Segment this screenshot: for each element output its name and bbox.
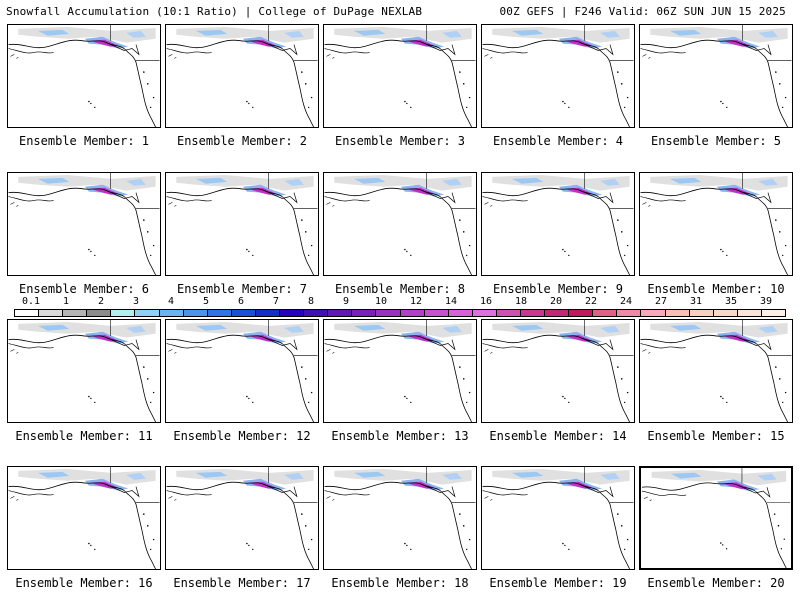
ensemble-map-panel[interactable] — [323, 24, 477, 128]
colorbar-tick-label: 9 — [342, 296, 350, 307]
colorbar-tick-label: 39 — [759, 296, 773, 307]
colorbar-tick-label: 35 — [724, 296, 738, 307]
colorbar-tick-label: 2 — [97, 296, 105, 307]
ensemble-map-panel[interactable] — [165, 319, 319, 423]
colorbar-tick-label: 27 — [654, 296, 668, 307]
ensemble-member-label: Ensemble Member: 4 — [492, 134, 624, 148]
ensemble-member-label: Ensemble Member: 8 — [334, 282, 466, 296]
ensemble-map-panel[interactable] — [7, 466, 161, 570]
colorbar-tick-label: 3 — [132, 296, 140, 307]
colorbar-swatch — [520, 310, 546, 316]
ensemble-map-panel[interactable] — [7, 319, 161, 423]
colorbar-swatch — [328, 310, 353, 316]
colorbar-tick-label: 14 — [444, 296, 458, 307]
ensemble-map-panel[interactable] — [165, 466, 319, 570]
colorbar-swatch — [352, 310, 377, 316]
ensemble-member-label: Ensemble Member: 18 — [331, 576, 469, 590]
colorbar-tick-label: 0.1 — [21, 296, 41, 307]
ensemble-member-label: Ensemble Member: 13 — [331, 429, 469, 443]
colorbar-swatch — [63, 310, 88, 316]
colorbar-tick-label: 22 — [584, 296, 598, 307]
ensemble-member-label: Ensemble Member: 10 — [647, 282, 785, 296]
map-title: Snowfall Accumulation (10:1 Ratio) | Col… — [6, 5, 423, 18]
colorbar-swatch — [304, 310, 329, 316]
snowfall-colorbar — [14, 309, 786, 317]
colorbar-tick-label: 4 — [167, 296, 175, 307]
ensemble-member-label: Ensemble Member: 16 — [15, 576, 153, 590]
colorbar-tick-label: 12 — [409, 296, 423, 307]
colorbar-swatch — [689, 310, 714, 316]
ensemble-member-label: Ensemble Member: 11 — [15, 429, 153, 443]
ensemble-map-panel[interactable] — [165, 172, 319, 276]
colorbar-swatch — [255, 310, 281, 316]
colorbar-swatch — [569, 310, 594, 316]
colorbar-tick-label: 24 — [619, 296, 633, 307]
colorbar-swatch — [665, 310, 690, 316]
colorbar-swatch — [713, 310, 738, 316]
colorbar-swatch — [424, 310, 449, 316]
ensemble-member-label: Ensemble Member: 17 — [173, 576, 311, 590]
colorbar-labels: 0.1 1 2 3 4 5 6 7 8 9 10 12 14 16 18 20 22 24 27 31 35 39 — [14, 296, 786, 308]
colorbar-swatch — [87, 310, 112, 316]
ensemble-member-label: Ensemble Member: 7 — [176, 282, 308, 296]
ensemble-member-label: Ensemble Member: 15 — [647, 429, 785, 443]
ensemble-map-panel[interactable] — [165, 24, 319, 128]
ensemble-map-panel[interactable] — [639, 24, 793, 128]
colorbar-swatch — [376, 310, 401, 316]
ensemble-member-label: Ensemble Member: 1 — [18, 134, 150, 148]
colorbar-tick-label: 16 — [479, 296, 493, 307]
colorbar-tick-label: 10 — [374, 296, 388, 307]
ensemble-map-panel[interactable] — [323, 466, 477, 570]
ensemble-member-label: Ensemble Member: 12 — [173, 429, 311, 443]
ensemble-member-label: Ensemble Member: 2 — [176, 134, 308, 148]
ensemble-map-panel[interactable] — [639, 172, 793, 276]
ensemble-member-label: Ensemble Member: 5 — [650, 134, 782, 148]
run-valid-info: 00Z GEFS | F246 Valid: 06Z SUN JUN 15 20… — [499, 5, 786, 18]
colorbar-swatch — [737, 310, 762, 316]
colorbar-swatch — [280, 310, 305, 316]
colorbar-swatch — [448, 310, 473, 316]
ensemble-map-panel[interactable] — [481, 319, 635, 423]
colorbar-tick-label: 7 — [272, 296, 280, 307]
ensemble-map-panel[interactable] — [7, 172, 161, 276]
ensemble-map-panel[interactable] — [323, 172, 477, 276]
ensemble-map-panel[interactable] — [639, 466, 793, 570]
colorbar-swatch — [617, 310, 642, 316]
ensemble-map-panel[interactable] — [481, 24, 635, 128]
colorbar-tick-label: 8 — [307, 296, 315, 307]
colorbar-swatch — [231, 310, 256, 316]
colorbar-swatch — [593, 310, 618, 316]
ensemble-map-panel[interactable] — [7, 24, 161, 128]
colorbar-swatch — [400, 310, 425, 316]
colorbar-tick-label: 6 — [237, 296, 245, 307]
colorbar-swatch — [472, 310, 497, 316]
ensemble-member-label: Ensemble Member: 9 — [492, 282, 624, 296]
colorbar-swatch — [111, 310, 136, 316]
ensemble-map-panel[interactable] — [323, 319, 477, 423]
colorbar-tick-label: 1 — [62, 296, 70, 307]
colorbar-tick-label: 20 — [549, 296, 563, 307]
colorbar-tick-label: 18 — [514, 296, 528, 307]
colorbar-tick-label: 31 — [689, 296, 703, 307]
colorbar-swatch — [15, 310, 40, 316]
colorbar-tick-label: 5 — [202, 296, 210, 307]
colorbar-swatch — [545, 310, 570, 316]
ensemble-map-panel[interactable] — [639, 319, 793, 423]
colorbar-swatch — [761, 310, 785, 316]
ensemble-member-label: Ensemble Member: 6 — [18, 282, 150, 296]
colorbar-swatch — [641, 310, 666, 316]
ensemble-member-label: Ensemble Member: 19 — [489, 576, 627, 590]
colorbar-swatch — [207, 310, 232, 316]
ensemble-member-label: Ensemble Member: 20 — [647, 576, 785, 590]
colorbar-swatch — [39, 310, 64, 316]
colorbar-swatch — [496, 310, 521, 316]
ensemble-map-panel[interactable] — [481, 172, 635, 276]
ensemble-member-label: Ensemble Member: 14 — [489, 429, 627, 443]
colorbar-swatch — [135, 310, 160, 316]
ensemble-member-label: Ensemble Member: 3 — [334, 134, 466, 148]
ensemble-map-panel[interactable] — [481, 466, 635, 570]
colorbar-swatch — [183, 310, 208, 316]
colorbar-swatch — [159, 310, 184, 316]
